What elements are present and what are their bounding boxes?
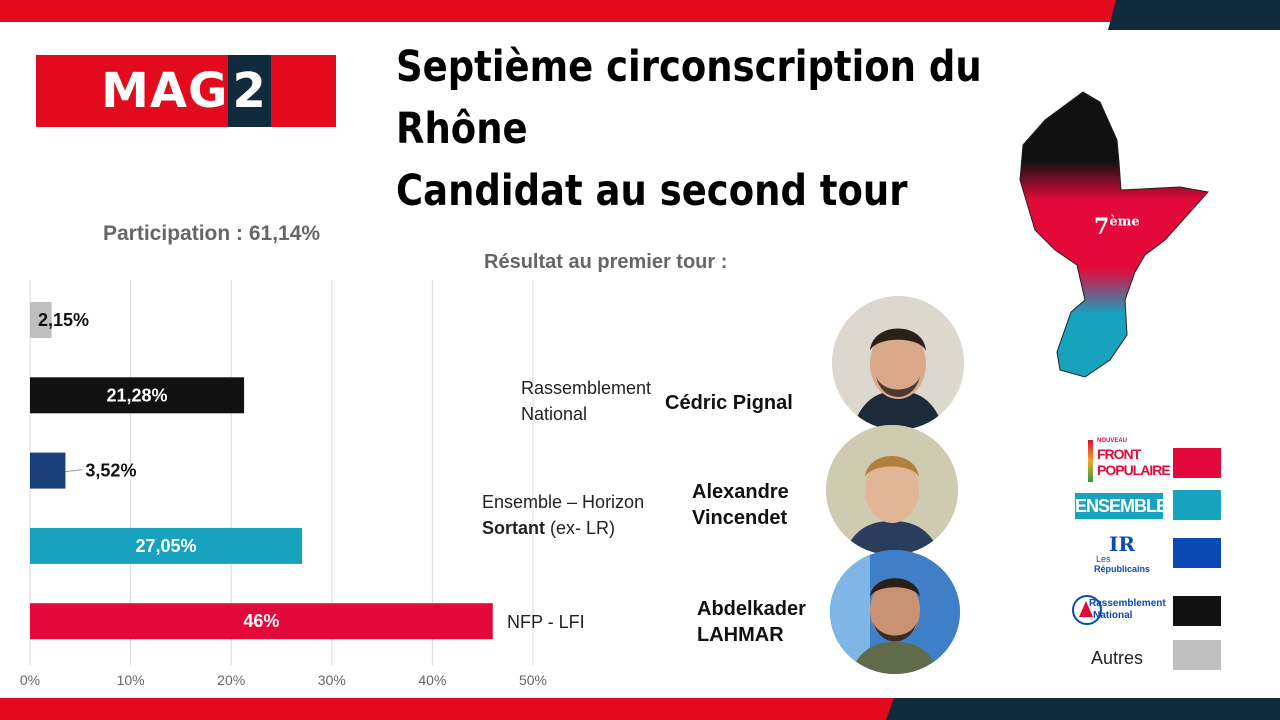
party-ensemble: Ensemble – Horizon Sortant (ex- LR) — [482, 489, 644, 541]
bar — [30, 302, 52, 338]
map-label-number: 7 — [1094, 214, 1110, 240]
x-tick-label: 0% — [20, 672, 40, 688]
bar — [30, 452, 66, 489]
candidate-lahmar-first: Abdelkader — [697, 598, 806, 620]
ensemble-swatch — [1173, 490, 1221, 520]
candidate-name-vincendet: Alexandre Vincendet — [692, 479, 789, 531]
party-ensemble-line2: Sortant (ex- LR) — [482, 515, 644, 541]
circonscription-map — [1019, 91, 1209, 378]
title-line-3: Candidat au second tour — [396, 166, 908, 216]
mag2lyon-logo: MAG2 LYON — [36, 55, 336, 191]
first-round-bar-chart: 0% 10% 20% 30% 40% 50% 2,15% 21,28% 3,52% 27,05% 4… — [20, 280, 547, 688]
bar — [30, 527, 303, 564]
party-rn-line1: Rassemblement — [521, 378, 652, 398]
lr-logo-line2: Républicains — [1094, 564, 1151, 574]
participation-text: Participation : 61,14% — [103, 222, 321, 245]
title-line-1: Septième circonscription du — [396, 42, 982, 92]
candidate-name-lahmar: Abdelkader LAHMAR — [697, 596, 806, 648]
top-band-red — [0, 0, 1120, 22]
candidate-lahmar-last: LAHMAR — [697, 624, 784, 646]
bottom-band-red — [0, 698, 900, 720]
rn-logo-line2: National — [1093, 610, 1133, 621]
bar-value-label: 21,28% — [107, 385, 168, 405]
nfp-logo-line3: POPULAIRE — [1097, 462, 1171, 478]
nfp-logo-line1: NOUVEAU — [1097, 438, 1128, 444]
x-tick-label: 10% — [117, 672, 145, 688]
rn-swatch — [1173, 596, 1221, 626]
nfp-logo: NOUVEAU FRONT POPULAIRE — [1088, 438, 1171, 484]
chart-subtitle: Résultat au premier tour : — [484, 251, 728, 273]
autres-label: Autres — [1091, 648, 1144, 668]
map-label-suffix: ème — [1109, 214, 1140, 230]
x-tick-label: 20% — [217, 672, 245, 688]
top-band-dark — [1108, 0, 1280, 30]
party-nfp: NFP - LFI — [507, 612, 585, 632]
leader-line — [65, 469, 83, 473]
x-tick-label: 40% — [418, 672, 446, 688]
nfp-swatch — [1173, 448, 1221, 478]
candidate-vincendet-last: Vincendet — [692, 507, 788, 529]
candidate-vincendet-first: Alexandre — [692, 481, 789, 503]
photo-vincendet — [826, 425, 958, 555]
x-tick-label: 50% — [519, 672, 547, 688]
nfp-logo-line2: FRONT — [1097, 446, 1141, 462]
rn-logo: Rassemblement National — [1072, 594, 1168, 628]
ensemble-logo: ENSEMBLE — [1075, 493, 1168, 519]
ex-lr-label: (ex- LR) — [545, 518, 616, 538]
map-label: 7ème — [1094, 214, 1140, 240]
lr-logo-line1: Les — [1096, 554, 1111, 564]
logo-text-two: 2 — [228, 55, 271, 127]
party-ensemble-line1: Ensemble – Horizon — [482, 492, 645, 512]
title-line-2: Rhône — [396, 104, 528, 154]
bar-value-label: 3,52% — [85, 461, 136, 481]
page-title: Septième circonscription du Rhône Candid… — [396, 36, 982, 222]
party-rn: Rassemblement National — [521, 375, 651, 427]
candidate-name-pignal: Cédric Pignal — [665, 392, 793, 414]
x-tick-label: 30% — [318, 672, 346, 688]
photo-pignal — [832, 296, 964, 430]
bottom-band-dark — [886, 698, 1280, 720]
photo-lahmar — [830, 550, 960, 674]
bar-value-label: 27,05% — [136, 536, 197, 556]
autres-swatch — [1173, 640, 1221, 670]
logo-text-mag: MAG — [101, 63, 229, 119]
bar-value-label: 2,15% — [38, 310, 89, 330]
logo-text-lyon: LYON — [115, 135, 257, 191]
lr-logo: ⅠR Les Républicains — [1094, 532, 1151, 574]
sortant-label: Sortant — [482, 518, 545, 538]
bar — [30, 377, 245, 414]
bar-value-label: 46% — [243, 611, 279, 631]
rn-logo-line1: Rassemblement — [1089, 598, 1166, 609]
lr-swatch — [1173, 538, 1221, 568]
party-rn-line2: National — [521, 404, 588, 424]
bar — [30, 603, 493, 640]
